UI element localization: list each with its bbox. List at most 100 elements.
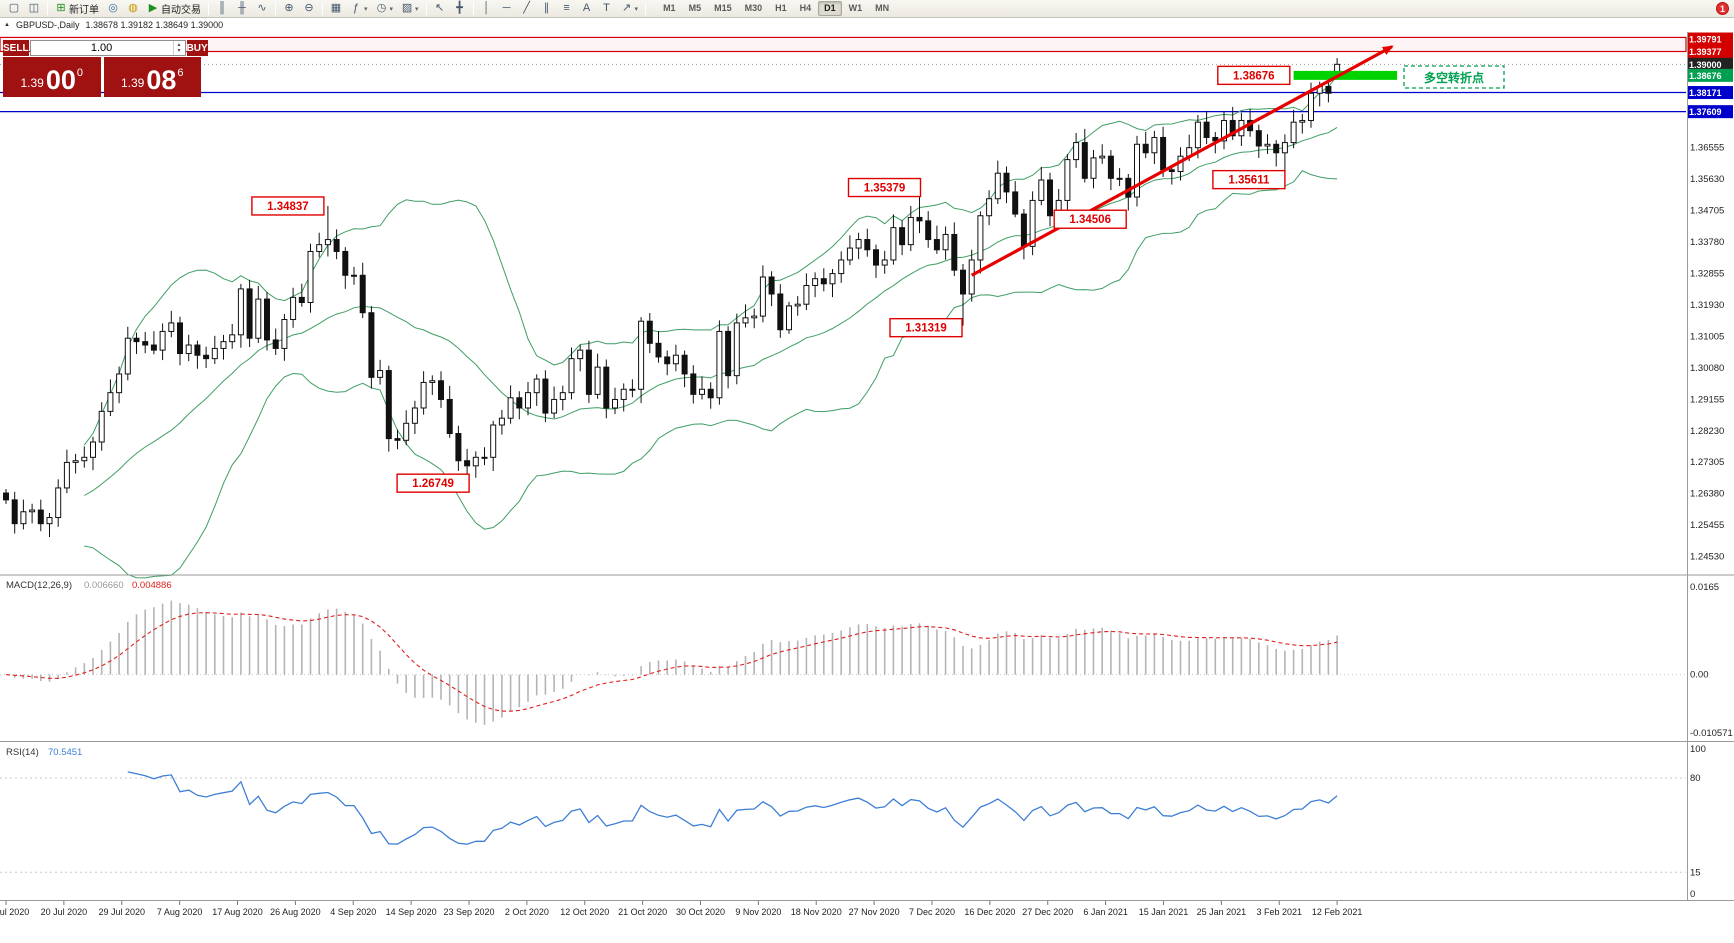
zoom-out-button[interactable]: ⊖: [299, 1, 319, 17]
templates-button[interactable]: ▨ ▾: [397, 1, 423, 17]
trendline-button[interactable]: ╱: [517, 1, 537, 17]
arrows-button[interactable]: ↗ ▾: [617, 1, 643, 17]
spinner-down-icon[interactable]: ▾: [177, 48, 181, 54]
cursor-button[interactable]: ↖: [430, 1, 450, 17]
new-order-icon: ⊞: [56, 2, 66, 14]
svg-text:MACD(12,26,9): MACD(12,26,9): [6, 580, 72, 591]
blue-horizontal-lines[interactable]: [0, 91, 1686, 113]
zoom-in-button[interactable]: ⊕: [279, 1, 299, 17]
buy-price-button[interactable]: 1.39 08 6: [103, 57, 201, 97]
red-band-rectangle[interactable]: [0, 36, 1687, 53]
tile-windows-button[interactable]: ▦: [326, 1, 346, 17]
timeframe-d1[interactable]: D1: [818, 1, 842, 16]
svg-text:0.006660: 0.006660: [84, 580, 124, 591]
candlestick-chart-icon: ╫: [238, 2, 246, 14]
timeframe-w1[interactable]: W1: [848, 3, 863, 13]
bar-chart-icon: ║: [218, 2, 226, 14]
svg-text:26 Aug 2020: 26 Aug 2020: [270, 907, 321, 917]
text-button[interactable]: A: [577, 1, 597, 17]
svg-text:1.35611: 1.35611: [1228, 175, 1270, 187]
svg-text:20 Jul 2020: 20 Jul 2020: [41, 907, 88, 917]
vertical-line-button[interactable]: │: [477, 1, 497, 17]
macd-signal-line: [5, 612, 1338, 712]
candles: [3, 58, 1341, 538]
svg-text:0.004886: 0.004886: [132, 580, 172, 591]
macd-histogram: [13, 600, 1338, 725]
svg-text:1.24530: 1.24530: [1690, 552, 1724, 563]
indicators-button[interactable]: ƒ ▾: [346, 1, 372, 17]
volume-stepper[interactable]: ▴ ▾: [172, 41, 185, 55]
indicators-icon: ƒ: [352, 2, 360, 14]
bar-chart-button[interactable]: ║: [212, 1, 232, 17]
svg-text:1.39791: 1.39791: [1689, 35, 1722, 45]
timeframe-h4[interactable]: H4: [799, 3, 812, 13]
svg-text:1.31930: 1.31930: [1690, 300, 1724, 311]
new-chart-button[interactable]: ▢: [4, 1, 24, 17]
svg-text:1.37609: 1.37609: [1689, 107, 1722, 117]
chart-symbol-period: GBPUSD-,Daily: [15, 20, 80, 30]
chart-canvas[interactable]: 1.34837 1.26749 1.35379 1.31319 1.34506 1.356…: [0, 18, 1734, 943]
coins-button[interactable]: ◍: [123, 1, 143, 17]
svg-text:4 Sep 2020: 4 Sep 2020: [330, 907, 376, 917]
timeframe-h1[interactable]: H1: [775, 3, 787, 13]
sell-button[interactable]: SELL: [3, 40, 29, 56]
svg-text:27 Dec 2020: 27 Dec 2020: [1022, 907, 1073, 917]
text-icon: A: [582, 2, 591, 14]
timeframe-m1[interactable]: M1: [663, 3, 676, 13]
fibonacci-button[interactable]: ≡: [557, 1, 577, 17]
trend-arrow[interactable]: [970, 45, 1394, 277]
timeframe-m5[interactable]: M5: [688, 3, 702, 13]
sell-price-big: 00: [45, 65, 76, 95]
svg-text:1.39000: 1.39000: [1689, 60, 1722, 70]
profiles-button[interactable]: ◫: [24, 1, 44, 17]
timeframe-toolbar: M1 M5 M15 M30 H1 H4 D1 W1 MN: [657, 1, 895, 16]
horizontal-line-button[interactable]: ─: [497, 1, 517, 17]
new-order-button[interactable]: ⊞ 新订单: [51, 1, 103, 17]
channel-button[interactable]: ∥: [537, 1, 557, 17]
buy-button[interactable]: BUY: [186, 40, 208, 56]
line-chart-button[interactable]: ∿: [252, 1, 272, 17]
autotrading-button[interactable]: ▶ 自动交易: [143, 1, 205, 17]
cursor-icon: ↖: [434, 2, 445, 14]
templates-icon: ▨: [401, 2, 413, 14]
compass-button[interactable]: ◎: [103, 1, 123, 17]
label-icon: T: [603, 2, 610, 14]
toolbar: ▢ ◫ ⊞ 新订单 ◎ ◍ ▶ 自动交易 ║ ╫ ∿ ⊕ ⊖ ▦ ƒ ▾ ◷ ▾ ▨ ▾ ↖ ╋ │ ─ ╱ ∥ ≡ A T ↗ ▾ M1 M…: [0, 0, 1734, 18]
spinner-up-icon[interactable]: ▴: [177, 42, 181, 48]
candlestick-chart-button[interactable]: ╫: [232, 1, 252, 17]
crosshair-button[interactable]: ╋: [450, 1, 470, 17]
svg-text:1.25455: 1.25455: [1690, 520, 1724, 531]
collapse-icon[interactable]: ▲: [4, 22, 10, 28]
svg-text:29 Jul 2020: 29 Jul 2020: [98, 907, 145, 917]
periods-icon: ◷: [376, 2, 387, 14]
chart-ohlc: 1.38678 1.39182 1.38649 1.39000: [85, 20, 224, 30]
sell-price-button[interactable]: 1.39 00 0: [3, 57, 101, 97]
timeframe-mn[interactable]: MN: [875, 3, 890, 13]
notifications-badge[interactable]: 1: [1716, 2, 1729, 15]
compass-icon: ◎: [108, 2, 118, 14]
time-axis: 10 Jul 2020 20 Jul 2020 29 Jul 2020 7 Aug 2…: [0, 901, 1362, 917]
svg-text:23 Sep 2020: 23 Sep 2020: [443, 907, 494, 917]
toolbar-separator: [425, 2, 427, 15]
horizontal-line-icon: ─: [502, 2, 511, 14]
vertical-line-icon: │: [483, 2, 490, 14]
timeframe-m15[interactable]: M15: [714, 3, 732, 13]
svg-text:27 Nov 2020: 27 Nov 2020: [849, 907, 900, 917]
line-chart-icon: ∿: [257, 2, 267, 14]
label-button[interactable]: T: [597, 1, 617, 17]
price-annotations[interactable]: 1.34837 1.26749 1.35379 1.31319 1.34506 1.356…: [251, 65, 1291, 493]
svg-text:80: 80: [1690, 773, 1701, 784]
caret-down-icon: ▾: [364, 5, 368, 13]
toolbar-separator: [322, 2, 323, 15]
turning-point-label[interactable]: 多空转折点: [1403, 65, 1505, 89]
periods-button[interactable]: ◷ ▾: [372, 1, 398, 17]
zoom-out-icon: ⊖: [304, 2, 314, 14]
timeframe-m30[interactable]: M30: [744, 3, 763, 13]
svg-text:1.39377: 1.39377: [1689, 47, 1722, 57]
svg-text:3 Feb 2021: 3 Feb 2021: [1256, 907, 1302, 917]
toolbar-separator: [47, 2, 48, 15]
svg-text:1.35379: 1.35379: [864, 183, 906, 195]
svg-text:-0.010571: -0.010571: [1690, 728, 1733, 739]
chart-window: 1.34837 1.26749 1.35379 1.31319 1.34506 1.356…: [0, 18, 1734, 943]
volume-input[interactable]: [30, 41, 173, 55]
